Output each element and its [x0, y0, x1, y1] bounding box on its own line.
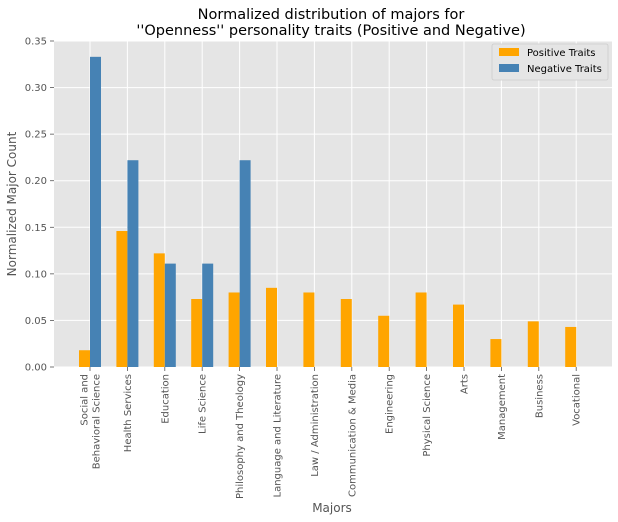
legend-swatch — [499, 48, 519, 56]
bar-positive — [79, 350, 90, 367]
bar-positive — [116, 231, 128, 367]
y-axis-ticks: 0.00 0.05 0.10 0.15 0.20 0.25 0.30 0.35 — [25, 37, 54, 374]
x-tick-label: Philosophy and Theology — [235, 374, 246, 499]
x-tick-label: Business — [534, 374, 545, 418]
y-axis-label: Normalized Major Count — [5, 131, 19, 276]
legend-swatch — [499, 64, 519, 72]
x-tick-label: Social and — [80, 374, 91, 426]
x-tick-label: Behavioral Science — [92, 374, 103, 469]
x-tick-label: Law / Administration — [310, 374, 321, 477]
bars — [79, 56, 577, 367]
x-axis-label: Majors — [312, 501, 352, 515]
y-tick-label: 0.20 — [25, 176, 47, 187]
x-tick-label: Education — [160, 374, 171, 424]
x-axis-ticks: Social and Behavioral Science Health Servi… — [80, 367, 583, 499]
x-tick-label: Health Services — [123, 374, 134, 452]
bar-positive — [340, 299, 352, 367]
y-tick-label: 0.25 — [25, 130, 47, 141]
y-tick-label: 0.15 — [25, 223, 47, 234]
y-tick-label: 0.05 — [25, 316, 47, 327]
legend-label: Negative Traits — [527, 64, 602, 75]
legend: Positive Traits Negative Traits — [491, 43, 609, 81]
x-tick-label: Vocational — [572, 374, 583, 426]
y-tick-label: 0.35 — [25, 37, 47, 48]
y-tick-label: 0.00 — [25, 363, 47, 374]
bar-negative — [202, 263, 214, 367]
bar-positive — [490, 339, 502, 367]
bar-positive — [565, 326, 577, 367]
plot-area — [54, 41, 612, 367]
y-tick-label: 0.10 — [25, 269, 47, 280]
x-tick-label: Life Science — [198, 374, 209, 434]
x-tick-label: Communication & Media — [347, 374, 358, 497]
x-tick-label: Arts — [460, 374, 471, 394]
y-tick-label: 0.30 — [25, 83, 47, 94]
bar-negative — [90, 56, 101, 367]
x-tick-label: Management — [497, 374, 508, 440]
bar-positive — [415, 292, 427, 367]
bar-positive — [453, 304, 464, 367]
bar-positive — [266, 287, 277, 367]
chart-title-line2: ''Openness'' personality traits (Positiv… — [136, 23, 525, 39]
bar-positive — [191, 299, 203, 367]
bar-negative — [127, 160, 139, 367]
bar-negative — [164, 263, 176, 367]
x-tick-label: Language and Literature — [273, 374, 284, 498]
bar-negative — [239, 160, 251, 367]
x-tick-label: Engineering — [385, 374, 396, 434]
bar-positive — [527, 321, 539, 367]
legend-label: Positive Traits — [527, 48, 596, 59]
chart-title: Normalized distribution of majors for ''… — [136, 7, 525, 39]
bar-positive — [378, 315, 390, 367]
chart-title-line1: Normalized distribution of majors for — [198, 7, 465, 23]
bar-positive — [153, 253, 165, 367]
bar-positive — [228, 292, 240, 367]
legend-box — [491, 43, 609, 81]
x-tick-label: Physical Science — [422, 374, 433, 457]
bar-positive — [303, 292, 315, 367]
